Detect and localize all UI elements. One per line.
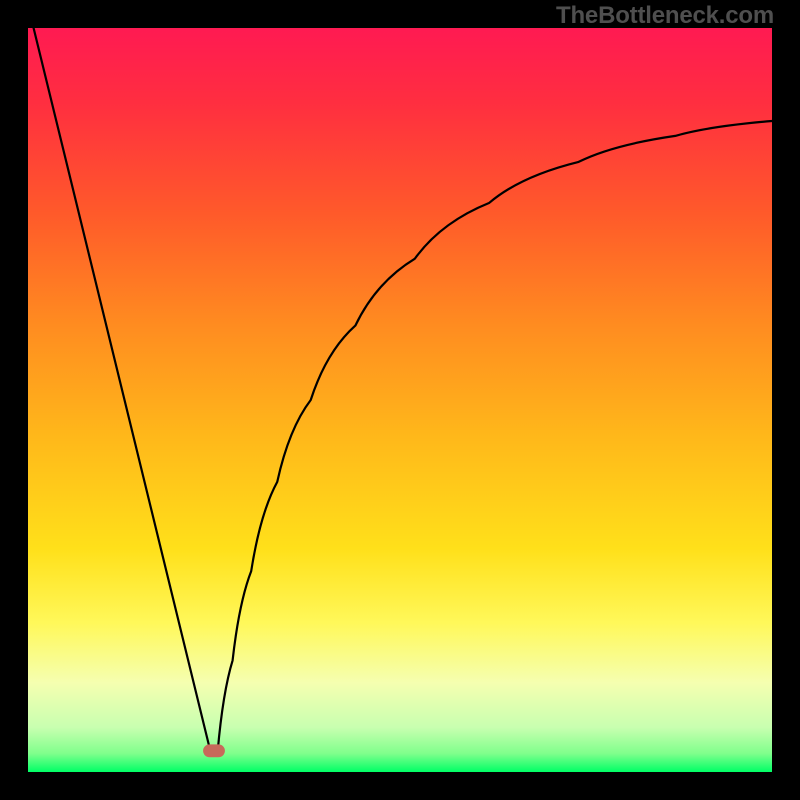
chart-stage: TheBottleneck.com xyxy=(0,0,800,800)
bottleneck-chart-svg xyxy=(0,0,800,800)
watermark-text: TheBottleneck.com xyxy=(556,2,774,30)
optimum-marker xyxy=(204,745,225,757)
chart-background-gradient xyxy=(28,28,772,772)
